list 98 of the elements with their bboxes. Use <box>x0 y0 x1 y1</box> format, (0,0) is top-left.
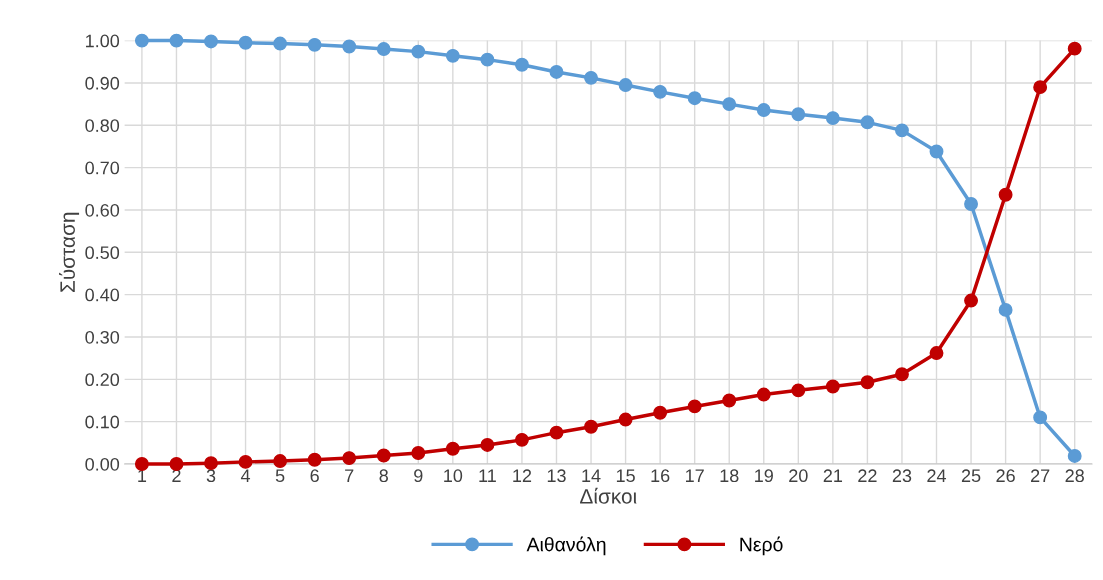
point <box>134 457 149 471</box>
point <box>549 425 564 440</box>
point <box>584 70 598 85</box>
point <box>895 123 909 138</box>
point <box>445 441 460 456</box>
x-axis-title: Δίσκοι <box>580 487 637 504</box>
point <box>791 383 806 398</box>
point <box>204 34 218 49</box>
y-tick-label: 0.50 <box>85 246 120 260</box>
point <box>860 115 875 130</box>
x-tick-label: 17 <box>686 469 704 482</box>
point <box>1033 80 1048 95</box>
x-tick-label: 1 <box>138 469 147 482</box>
x-tick-label: 20 <box>789 469 808 483</box>
y-tick-label: 0.20 <box>85 373 120 387</box>
y-tick-label: 0.80 <box>85 119 120 132</box>
point <box>169 457 184 471</box>
x-tick-label: 13 <box>547 469 566 483</box>
point <box>618 412 633 427</box>
point <box>238 35 253 50</box>
point <box>514 57 529 72</box>
x-tick-label: 25 <box>961 469 981 483</box>
y-axis-title: Σύσταση <box>59 212 80 292</box>
point <box>687 399 702 414</box>
point <box>687 91 702 106</box>
point <box>1067 449 1082 463</box>
point <box>445 48 460 63</box>
point <box>964 197 978 211</box>
y-tick-label: 1.00 <box>86 34 120 48</box>
x-tick-label: 6 <box>310 469 319 483</box>
y-tick-label: 0.10 <box>85 415 120 429</box>
legend-label: Αιθανόλη <box>526 536 606 556</box>
point <box>618 78 633 93</box>
x-tick-label: 8 <box>379 469 388 483</box>
x-tick-label: 7 <box>345 469 354 482</box>
point <box>1067 41 1082 56</box>
y-tick-label: 0.40 <box>85 288 120 302</box>
x-tick-label: 26 <box>996 469 1015 483</box>
x-tick-label: 24 <box>927 469 947 482</box>
x-tick-label: 5 <box>275 469 285 483</box>
y-tick-label: 0.70 <box>85 161 120 175</box>
point <box>929 144 944 159</box>
point <box>1033 410 1048 425</box>
point <box>929 346 944 361</box>
point <box>238 454 253 469</box>
point <box>411 44 426 59</box>
x-tick-label: 28 <box>1065 469 1084 483</box>
point <box>895 367 909 382</box>
point <box>653 84 668 99</box>
point <box>273 454 288 468</box>
point <box>134 33 149 48</box>
point <box>825 379 840 394</box>
point <box>376 42 391 57</box>
point <box>653 405 668 420</box>
point <box>860 375 875 390</box>
y-tick-label: 0.00 <box>85 457 120 471</box>
x-tick-label: 12 <box>513 469 532 482</box>
legend-label: Νερό <box>740 536 783 556</box>
point <box>791 107 806 122</box>
y-tick-label: 0.60 <box>85 203 120 217</box>
point <box>584 419 598 434</box>
x-tick-label: 11 <box>479 469 496 482</box>
y-tick-label: 0.90 <box>85 76 120 90</box>
point <box>756 103 771 117</box>
point <box>376 448 391 463</box>
x-tick-label: 21 <box>823 469 843 482</box>
x-tick-label: 3 <box>206 469 216 483</box>
point <box>998 187 1013 202</box>
point <box>480 52 495 67</box>
point <box>307 452 322 467</box>
x-tick-label: 23 <box>892 469 912 483</box>
point <box>307 37 322 52</box>
x-tick-label: 27 <box>1031 469 1050 482</box>
x-tick-label: 9 <box>414 469 423 483</box>
point <box>342 39 357 54</box>
point <box>342 451 357 466</box>
point <box>964 293 978 308</box>
y-tick-label: 0.30 <box>85 330 120 344</box>
point <box>411 446 426 460</box>
point <box>169 33 184 48</box>
x-tick-label: 10 <box>444 469 463 483</box>
point <box>756 387 771 402</box>
point <box>204 456 218 471</box>
point <box>273 36 288 51</box>
point <box>722 393 737 408</box>
point <box>998 302 1013 317</box>
point <box>480 438 495 452</box>
point <box>825 111 840 126</box>
x-tick-label: 16 <box>651 469 670 483</box>
point <box>722 97 737 112</box>
x-tick-label: 15 <box>616 469 635 483</box>
point <box>549 64 564 79</box>
x-tick-label: 18 <box>720 469 739 483</box>
x-tick-label: 14 <box>582 469 601 482</box>
x-tick-label: 22 <box>858 469 877 482</box>
point <box>514 432 529 447</box>
x-tick-label: 4 <box>240 469 251 482</box>
x-tick-label: 19 <box>755 469 773 483</box>
